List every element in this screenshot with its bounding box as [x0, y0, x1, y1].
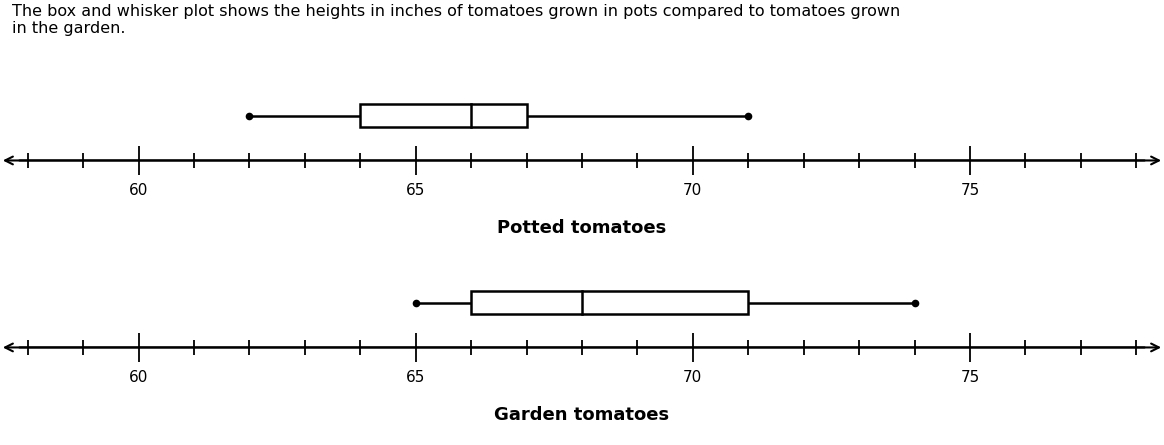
Text: 70: 70 [683, 370, 703, 385]
Text: 70: 70 [683, 183, 703, 198]
Text: 65: 65 [406, 370, 425, 385]
Text: 60: 60 [129, 370, 148, 385]
Text: 75: 75 [960, 183, 980, 198]
Text: Garden tomatoes: Garden tomatoes [495, 406, 669, 424]
Bar [361, 105, 526, 127]
Text: Potted tomatoes: Potted tomatoes [497, 219, 667, 237]
Text: 65: 65 [406, 183, 425, 198]
Bar [471, 291, 748, 314]
Text: 60: 60 [129, 183, 148, 198]
Text: 75: 75 [960, 370, 980, 385]
Text: The box and whisker plot shows the heights in inches of tomatoes grown in pots c: The box and whisker plot shows the heigh… [12, 4, 900, 36]
